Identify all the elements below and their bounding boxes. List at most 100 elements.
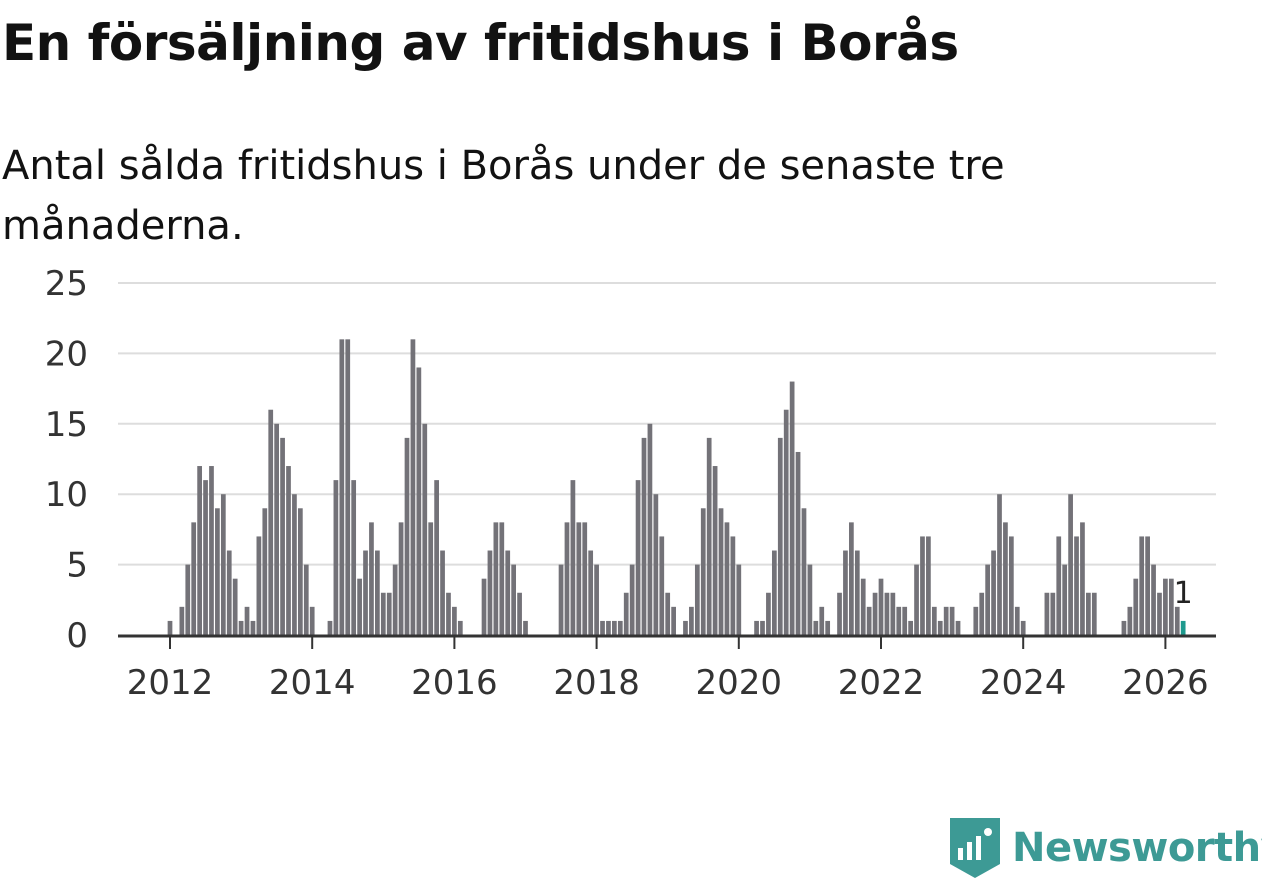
bar	[226, 550, 232, 635]
bar	[487, 550, 493, 635]
bar	[689, 606, 694, 635]
bar	[363, 550, 368, 635]
bar	[410, 339, 416, 635]
bar	[481, 578, 487, 635]
bar	[250, 620, 256, 635]
x-tick-label: 2012	[127, 663, 214, 703]
bar	[694, 564, 700, 635]
chart-subtitle: Antal sålda fritidshus i Borås under de …	[2, 143, 1005, 249]
y-tick-label: 0	[66, 616, 88, 656]
bar	[1050, 592, 1056, 635]
bar	[1086, 592, 1091, 635]
y-tick-label: 5	[66, 546, 88, 586]
bar	[771, 550, 777, 635]
bar	[1008, 536, 1014, 635]
bar	[1080, 522, 1085, 635]
bar	[606, 620, 611, 635]
bar	[795, 451, 801, 635]
bar	[203, 480, 208, 635]
bar	[351, 480, 357, 635]
bar	[197, 466, 202, 635]
x-tick-label: 2020	[696, 663, 783, 703]
annotations: 1	[1174, 576, 1193, 611]
bar	[440, 550, 445, 635]
bar	[766, 592, 771, 635]
y-tick-label: 25	[45, 264, 88, 304]
bar	[416, 367, 422, 635]
bar	[256, 536, 262, 635]
bar	[991, 550, 996, 635]
last-value-label: 1	[1174, 576, 1193, 611]
gridlines	[118, 282, 1216, 566]
y-tick-label: 10	[45, 475, 88, 515]
bar	[700, 508, 706, 635]
bar	[1145, 536, 1150, 635]
bar	[807, 564, 813, 635]
bar	[843, 550, 848, 635]
bar	[902, 606, 908, 635]
bar	[955, 620, 961, 635]
bar	[345, 339, 351, 635]
bar	[493, 522, 499, 635]
bar	[185, 564, 191, 635]
bar	[1068, 494, 1073, 635]
bar	[303, 564, 309, 635]
bar	[505, 550, 511, 635]
bar	[1062, 564, 1068, 635]
bar	[1014, 606, 1020, 635]
bar	[671, 606, 676, 635]
bar	[268, 409, 274, 635]
bar	[517, 592, 522, 635]
bar	[860, 578, 866, 635]
y-tick-label: 20	[45, 334, 88, 374]
bar	[244, 606, 250, 635]
bar	[428, 522, 434, 635]
bar	[866, 606, 872, 635]
bar	[854, 550, 860, 635]
bar	[523, 620, 528, 635]
x-tick-label: 2014	[269, 663, 356, 703]
bar	[825, 620, 831, 635]
bar	[191, 522, 197, 635]
bar	[220, 494, 226, 635]
x-tick-label: 2016	[411, 663, 498, 703]
bar	[422, 423, 428, 635]
bar	[1003, 522, 1008, 635]
bar	[931, 606, 937, 635]
bar	[1091, 592, 1097, 635]
bar	[926, 536, 931, 635]
bar	[920, 536, 925, 635]
y-tick-label: 15	[45, 405, 88, 445]
bar	[375, 550, 380, 635]
bar	[896, 606, 902, 635]
bar	[736, 564, 742, 635]
bar	[327, 620, 333, 635]
bar	[653, 494, 659, 635]
bar	[215, 508, 220, 635]
bar	[167, 620, 173, 635]
bar	[647, 423, 653, 635]
bar	[1168, 578, 1174, 635]
bar	[570, 480, 576, 635]
bar	[979, 592, 985, 635]
bar	[292, 494, 297, 635]
bar	[369, 522, 374, 635]
bar	[683, 620, 688, 635]
bar	[665, 592, 671, 635]
bar	[612, 620, 617, 635]
bar	[333, 480, 339, 635]
bar	[499, 522, 505, 635]
bar	[985, 564, 991, 635]
bar	[872, 592, 878, 635]
bar	[380, 592, 386, 635]
bar	[588, 550, 594, 635]
bar	[1163, 578, 1168, 635]
chart-title: En försäljning av fritidshus i Borås	[2, 14, 959, 72]
bar	[209, 466, 214, 635]
bar	[511, 564, 517, 635]
bar	[783, 409, 789, 635]
bar	[434, 480, 439, 635]
bar	[446, 592, 451, 635]
bar	[706, 437, 712, 635]
